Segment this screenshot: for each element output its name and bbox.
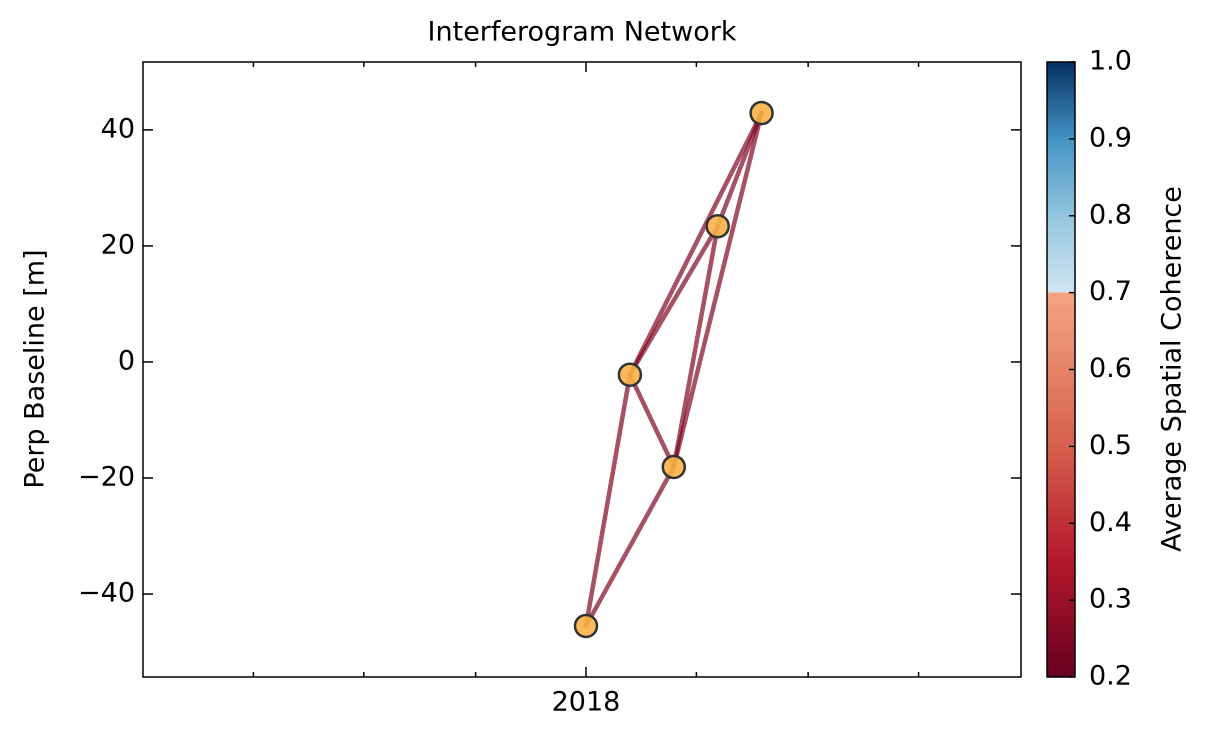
colorbar-label: Average Spatial Coherence <box>1157 186 1188 552</box>
y-tick-label: 40 <box>101 113 135 144</box>
edge <box>583 372 633 629</box>
edge <box>671 110 764 470</box>
edge <box>715 110 764 229</box>
edge <box>627 110 764 377</box>
y-tick-label: −40 <box>78 578 135 609</box>
edge <box>671 223 720 470</box>
colorbar-tick-label: 0.3 <box>1089 584 1132 615</box>
y-tick-label: 0 <box>118 345 135 376</box>
colorbar-tick-label: 0.7 <box>1089 276 1132 307</box>
edge <box>583 464 677 629</box>
edge <box>627 372 677 470</box>
y-axis-label: Perp Baseline [m] <box>20 249 51 488</box>
colorbar-tick-label: 0.2 <box>1089 661 1132 692</box>
x-tick-label: 2018 <box>552 687 621 718</box>
colorbar-tick-label: 1.0 <box>1089 46 1132 77</box>
acquisition-point <box>617 362 643 387</box>
colorbar-tick-label: 0.9 <box>1089 122 1132 153</box>
acquisition-point <box>749 100 774 126</box>
acquisition-point <box>661 454 687 480</box>
y-tick-label: 20 <box>101 229 135 260</box>
colorbar-tick-label: 0.6 <box>1089 353 1132 384</box>
colorbar-tick-label: 0.4 <box>1089 507 1132 538</box>
colorbar-tick-label: 0.8 <box>1089 199 1132 230</box>
chart-title: Interferogram Network <box>428 17 737 48</box>
plot-frame <box>142 61 1022 678</box>
acquisition-point <box>705 213 730 239</box>
acquisition-point <box>573 613 599 639</box>
colorbar-tick-label: 0.5 <box>1089 430 1132 461</box>
y-tick-label: −20 <box>78 461 135 492</box>
